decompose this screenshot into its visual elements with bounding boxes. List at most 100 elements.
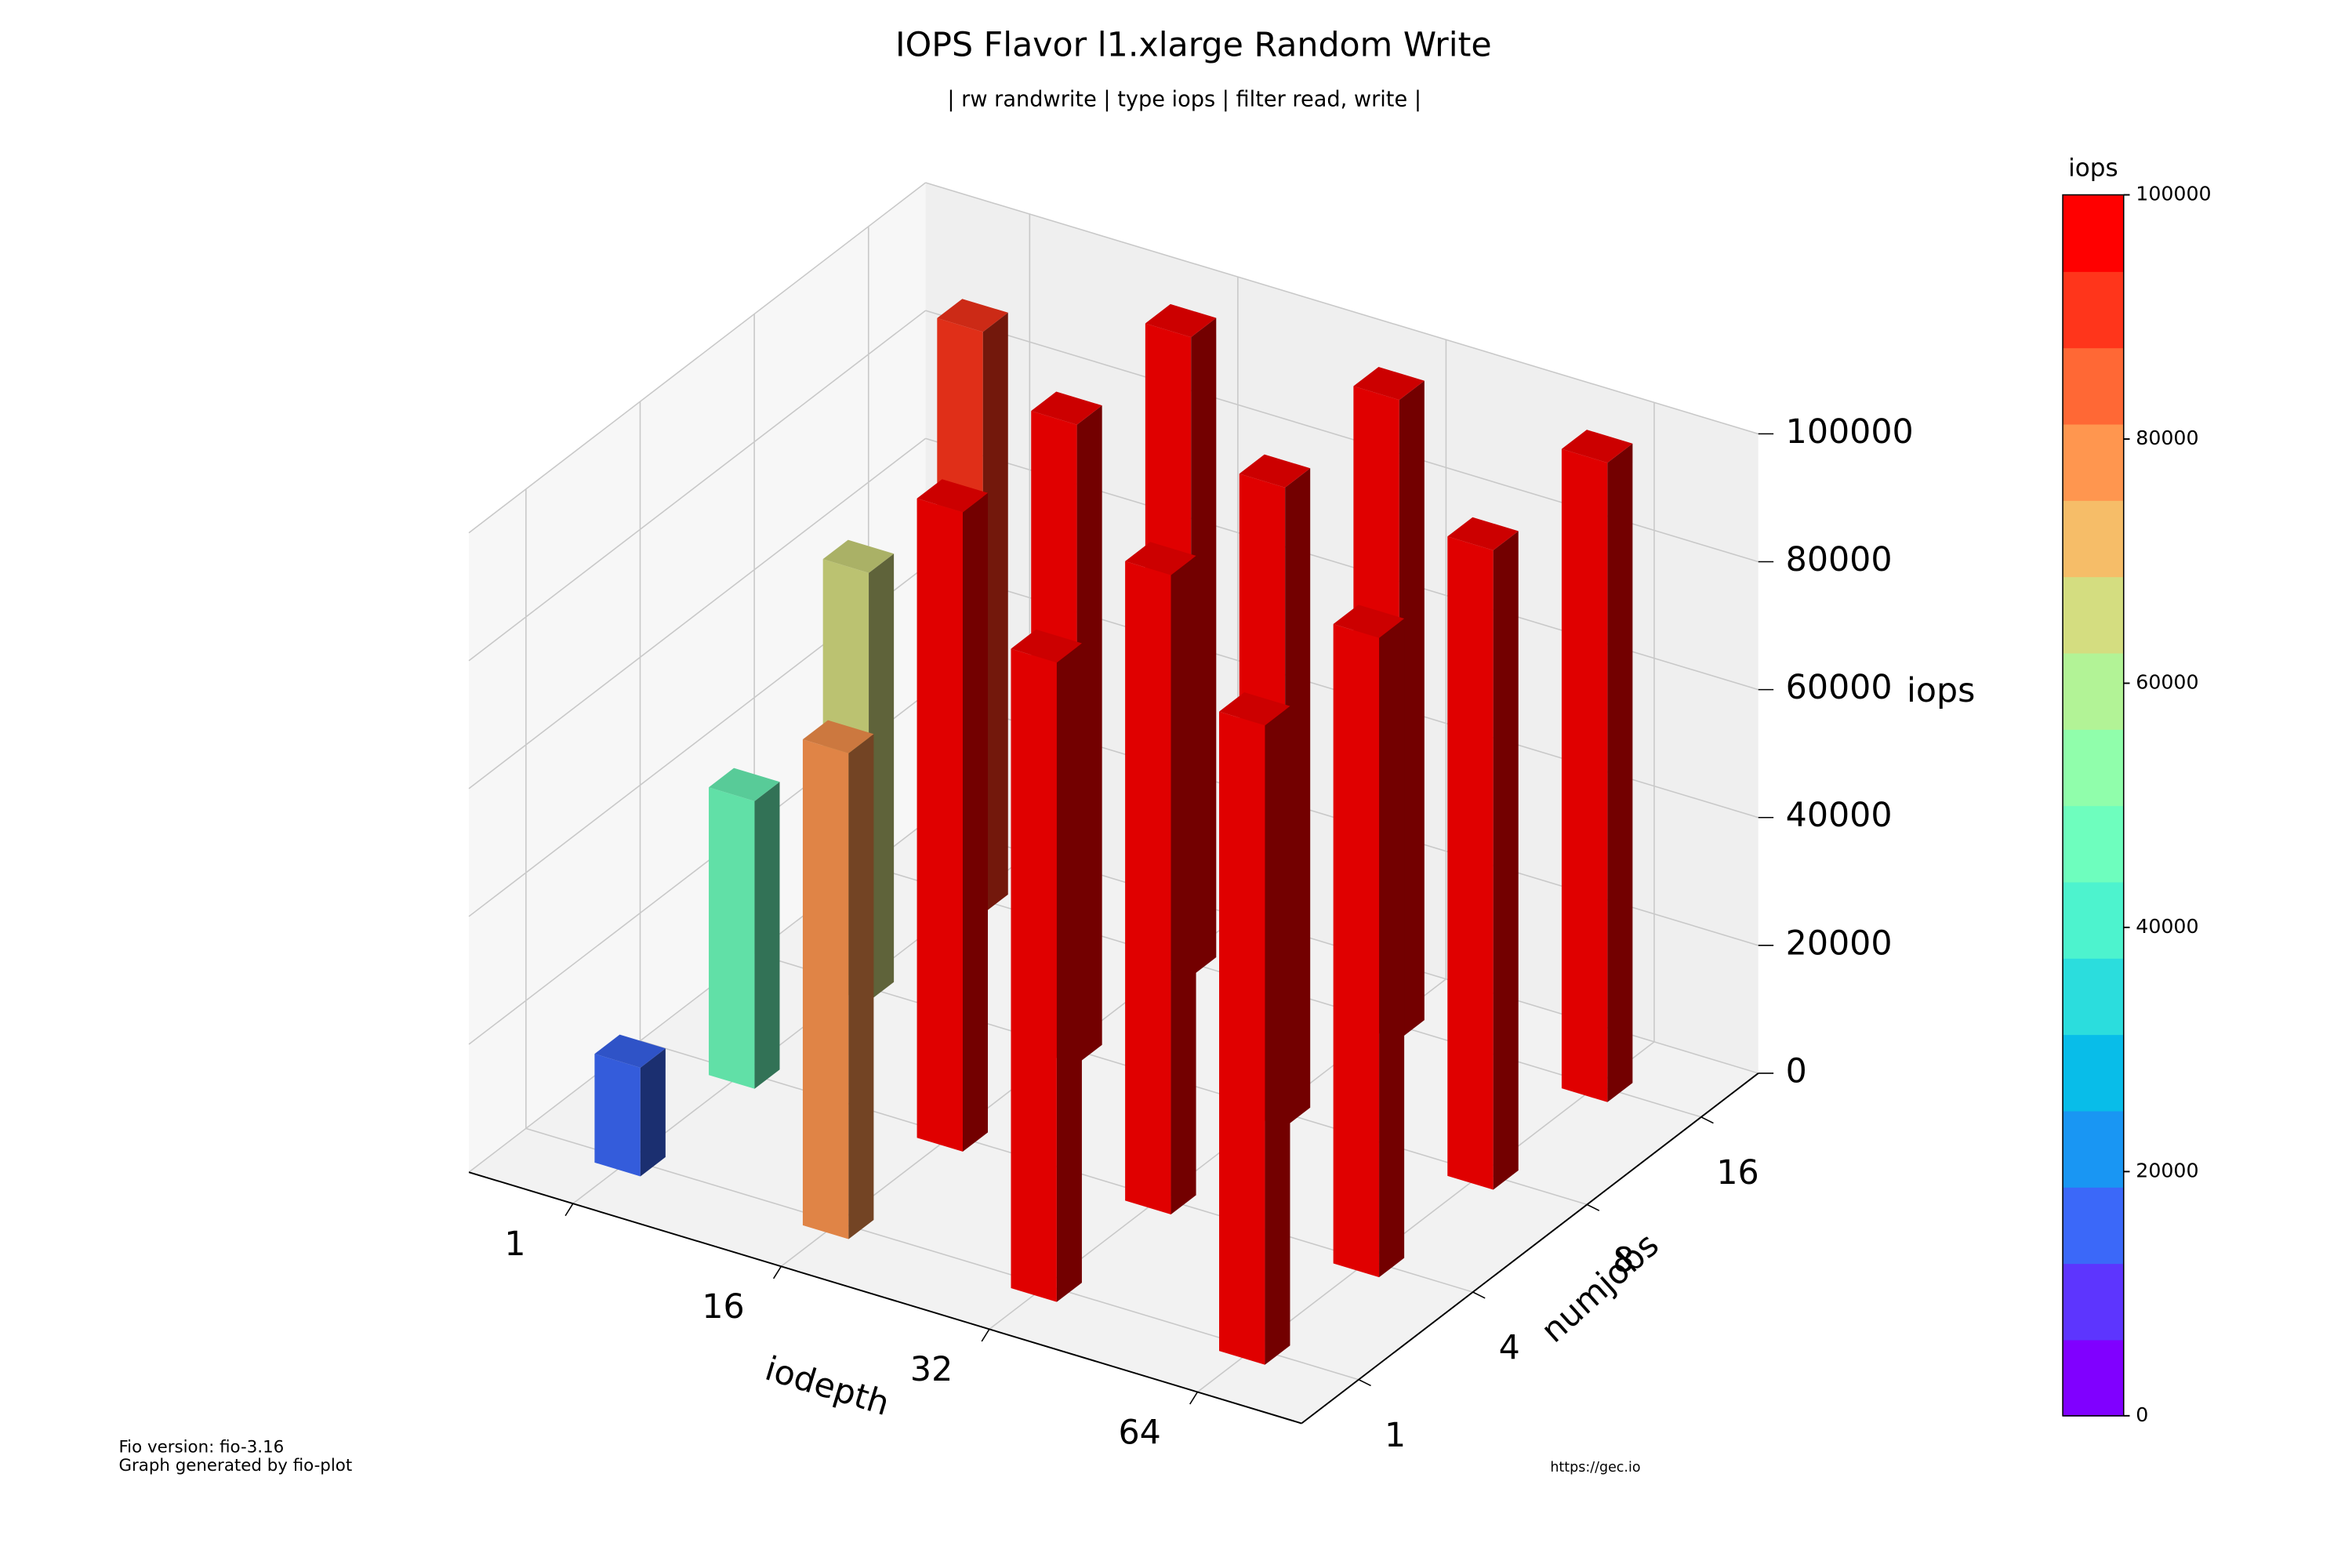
- bar-front: [1447, 536, 1494, 1190]
- x-tick-label: 16: [702, 1287, 744, 1327]
- y-axis: [1301, 1073, 1759, 1425]
- colorbar-band: [2063, 1186, 2124, 1265]
- colorbar-tick-label: 40000: [2136, 915, 2198, 938]
- grid-line: [925, 182, 1759, 435]
- bar-top: [1239, 454, 1311, 488]
- bar-top: [1333, 604, 1405, 638]
- bar-top: [1219, 692, 1290, 726]
- bar-top: [709, 768, 780, 801]
- colorbar-band: [2063, 805, 2124, 883]
- y-tick-label: 8: [1613, 1241, 1634, 1280]
- z-tick-label: 0: [1786, 1051, 1807, 1091]
- bar-side: [1493, 531, 1519, 1190]
- x-tick-label: 1: [504, 1225, 525, 1264]
- bar-top: [916, 479, 989, 513]
- colorbar-band: [2063, 1110, 2124, 1188]
- z-tick-label: 60000: [1786, 668, 1893, 707]
- x-tick-label: 64: [1118, 1413, 1160, 1452]
- z-tick-label: 20000: [1786, 924, 1893, 963]
- bar-front: [916, 498, 963, 1152]
- colorbar-band: [2063, 881, 2124, 959]
- x-tick: [981, 1328, 990, 1342]
- colorbar-tick-label: 80000: [2136, 426, 2198, 449]
- x-axis-label: iodepth: [760, 1349, 894, 1424]
- colorbar-tick-label: 100000: [2136, 183, 2211, 205]
- y-tick-label: 16: [1716, 1153, 1759, 1192]
- bar-side: [1399, 380, 1425, 1040]
- bar-top: [822, 539, 895, 573]
- z-tick-label: 80000: [1786, 540, 1893, 579]
- bar-top: [937, 299, 1008, 332]
- footer-url: https://gec.io: [1550, 1460, 1640, 1475]
- x-axis: [468, 1171, 1302, 1425]
- bar-top: [802, 720, 874, 753]
- colorbar-band: [2063, 1263, 2124, 1341]
- bar-side: [1076, 405, 1102, 1065]
- colorbar-tick-label: 60000: [2136, 670, 2198, 693]
- bar-top: [1125, 542, 1196, 575]
- x-tick: [564, 1203, 574, 1217]
- y-tick: [1700, 1116, 1714, 1124]
- bar-side: [1607, 443, 1633, 1102]
- bar-side: [1285, 468, 1311, 1127]
- bar-front: [802, 739, 849, 1240]
- bar-side: [1056, 643, 1082, 1302]
- bar-side: [848, 734, 874, 1240]
- grid-line: [468, 182, 927, 534]
- bar-front: [1333, 623, 1380, 1278]
- y-tick: [1472, 1291, 1486, 1299]
- bar-top: [1145, 303, 1217, 338]
- y-tick-label: 1: [1385, 1416, 1406, 1455]
- colorbar-title: iops: [2068, 154, 2118, 183]
- colorbar-band: [2063, 957, 2124, 1036]
- bar-top: [1561, 430, 1633, 463]
- colorbar-frame: [2062, 194, 2125, 1417]
- bar-top: [1011, 629, 1082, 663]
- floor-pane: [469, 822, 1759, 1424]
- x-tick: [1189, 1392, 1199, 1405]
- z-tick-label: 100000: [1786, 412, 1914, 452]
- colorbar-tick-label: 20000: [2136, 1159, 2198, 1181]
- bar-side: [962, 492, 989, 1152]
- bar-top: [594, 1034, 666, 1068]
- z-axis-label: iops: [1907, 671, 1975, 710]
- colorbar-band: [2063, 652, 2124, 730]
- bar-side: [754, 782, 780, 1089]
- y-tick-label: 4: [1499, 1328, 1520, 1367]
- y-axis-label: numjobs: [1534, 1225, 1667, 1351]
- z-tick-label: 40000: [1786, 796, 1893, 835]
- colorbar-band: [2063, 270, 2124, 349]
- bar-front: [594, 1054, 641, 1177]
- y-tick: [1586, 1203, 1600, 1211]
- colorbar-band: [2063, 1034, 2124, 1112]
- grid-line: [468, 310, 927, 662]
- bar-front: [1125, 561, 1171, 1215]
- bar-top: [1447, 517, 1519, 550]
- footer-generator: Graph generated by fio-plot: [118, 1456, 352, 1475]
- footer-version: Fio version: fio-3.16: [118, 1438, 284, 1457]
- colorbar-band: [2063, 1339, 2124, 1417]
- colorbar-band: [2063, 347, 2124, 425]
- chart-subtitle: | rw randwrite | type iops | filter read…: [947, 88, 1421, 112]
- chart-title: IOPS Flavor l1.xlarge Random Write: [895, 26, 1492, 65]
- bar-side: [1191, 318, 1217, 977]
- colorbar-tick-label: 0: [2136, 1403, 2148, 1426]
- colorbar-band: [2063, 728, 2124, 807]
- left-pane: [469, 183, 926, 1173]
- bar-side: [1265, 706, 1290, 1365]
- grid-line: [468, 437, 927, 789]
- bar-top: [1353, 366, 1425, 401]
- colorbar-band: [2063, 194, 2124, 272]
- bar-top: [1031, 391, 1102, 425]
- bar-side: [1171, 555, 1196, 1215]
- bar-front: [709, 787, 755, 1089]
- bar-front: [1219, 711, 1265, 1365]
- bar-side: [982, 312, 1008, 914]
- x-tick: [772, 1265, 782, 1279]
- colorbar-band: [2063, 423, 2124, 501]
- bar-front: [1011, 648, 1057, 1302]
- y-tick: [1358, 1379, 1371, 1387]
- bar-side: [1379, 619, 1405, 1278]
